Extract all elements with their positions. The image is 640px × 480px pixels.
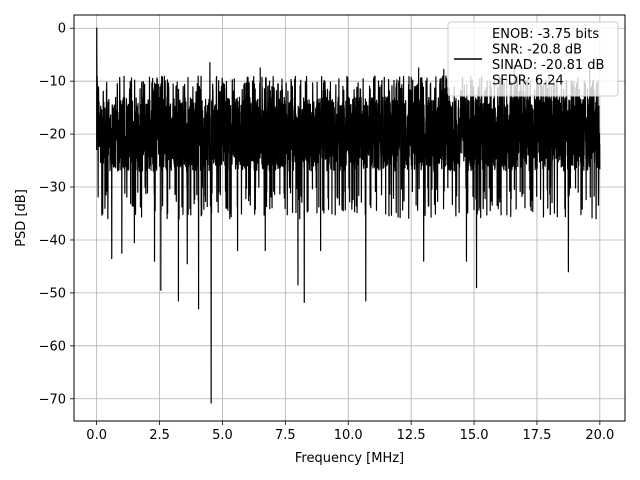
legend-text: ENOB: -3.75 bits SNR: -20.8 dB SINAD: -20.… (492, 27, 604, 89)
series-layer (96, 27, 601, 404)
legend-line-1: SNR: -20.8 dB (492, 43, 582, 58)
legend-line-3: SFDR: 6.24 (492, 74, 564, 89)
ticks-layer: 0.0 2.5 5.0 7.5 10.0 12.5 15.0 17.5 20.0 0 −10 −20 −… (39, 22, 615, 443)
x-tick-label-2: 5.0 (212, 428, 233, 443)
y-tick-label-3: −30 (39, 181, 66, 196)
x-tick-label-3: 7.5 (275, 428, 296, 443)
plot-frame (73, 14, 626, 422)
legend-box (447, 21, 619, 97)
x-tick-label-0: 0.0 (86, 428, 107, 443)
y-tick-label-4: −40 (39, 233, 66, 248)
legend: ENOB: -3.75 bits SNR: -20.8 dB SINAD: -20.… (447, 21, 619, 97)
y-tick-label-6: −60 (39, 339, 66, 354)
x-tick-label-4: 10.0 (334, 428, 363, 443)
x-tick-label-5: 12.5 (397, 428, 426, 443)
x-tick-label-8: 20.0 (585, 428, 614, 443)
y-tick-label-7: −70 (39, 392, 66, 407)
psd-series-line (96, 27, 601, 404)
y-axis-label: PSD [dB] (14, 189, 29, 247)
y-tick-label-5: −50 (39, 286, 66, 301)
x-tick-label-6: 15.0 (460, 428, 489, 443)
y-tick-label-0: 0 (58, 22, 66, 37)
y-tick-label-1: −10 (39, 75, 66, 90)
legend-line-2: SINAD: -20.81 dB (492, 58, 604, 73)
x-tick-label-7: 17.5 (522, 428, 551, 443)
legend-line-0: ENOB: -3.75 bits (492, 27, 599, 42)
y-tick-label-2: −20 (39, 128, 66, 143)
x-tick-label-1: 2.5 (149, 428, 170, 443)
x-axis-label: Frequency [MHz] (295, 451, 404, 466)
